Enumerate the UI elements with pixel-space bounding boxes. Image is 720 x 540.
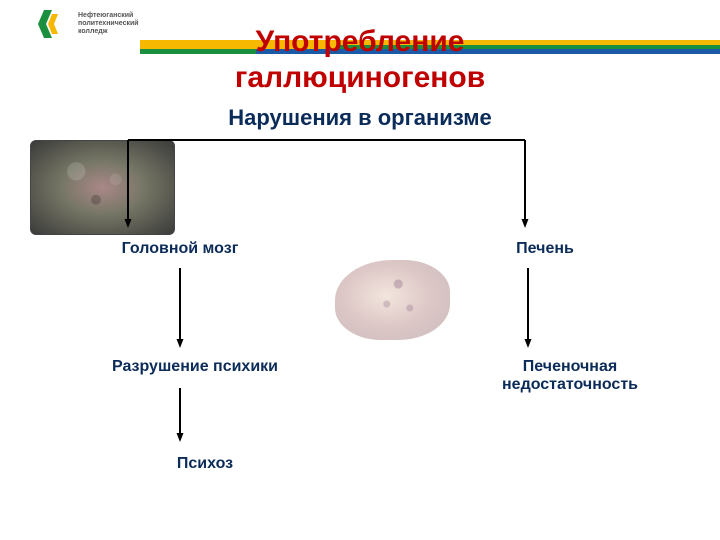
node-liver: Печень <box>475 240 615 258</box>
page-subtitle: Нарушения в организме <box>0 105 720 131</box>
node-psychosis: Психоз <box>145 455 265 473</box>
page-title: Употребление галлюциногенов <box>160 24 560 96</box>
node-hep: Печеночная недостаточность <box>470 358 670 394</box>
node-brain: Головной мозг <box>90 240 270 258</box>
logo-mark-icon <box>38 6 74 42</box>
logo-text-line2: политехнический <box>78 20 139 28</box>
logo: Нефтеюганский политехнический колледж <box>38 6 139 42</box>
diagram: Головной мозг Печень Разрушение психики Печ… <box>0 130 720 540</box>
liver-image <box>335 260 450 340</box>
logo-text: Нефтеюганский политехнический колледж <box>78 12 139 35</box>
node-psy: Разрушение психики <box>85 358 305 376</box>
logo-text-line3: колледж <box>78 28 139 36</box>
brain-image <box>30 140 175 235</box>
logo-text-line1: Нефтеюганский <box>78 12 139 20</box>
